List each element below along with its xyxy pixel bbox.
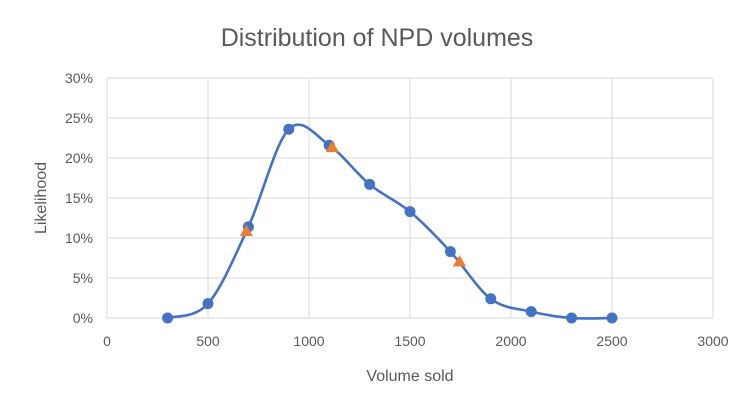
series-1 bbox=[239, 140, 467, 267]
chart-title: Distribution of NPD volumes bbox=[221, 24, 534, 52]
triangle-marker bbox=[325, 140, 339, 153]
triangle-marker bbox=[239, 224, 254, 237]
gridlines bbox=[106, 77, 714, 319]
series-0 bbox=[162, 123, 618, 324]
y-tick-label: 10% bbox=[65, 230, 93, 246]
y-tick-label: 30% bbox=[65, 70, 93, 86]
series-layer bbox=[162, 123, 618, 324]
x-tick-label: 2000 bbox=[495, 333, 526, 349]
y-tick-label: 0% bbox=[73, 310, 93, 326]
circle-marker bbox=[485, 293, 497, 305]
y-axis-title: Likelihood bbox=[33, 162, 50, 234]
x-tick-label: 3000 bbox=[697, 333, 728, 349]
y-tick-label: 15% bbox=[65, 190, 93, 206]
circle-marker bbox=[202, 298, 214, 310]
circle-marker bbox=[566, 312, 578, 324]
x-axis-title: Volume sold bbox=[366, 368, 453, 385]
series-line bbox=[167, 123, 613, 320]
triangle-marker bbox=[452, 255, 467, 267]
circle-marker bbox=[283, 123, 295, 135]
y-tick-label: 5% bbox=[73, 270, 93, 286]
x-tick-label: 1000 bbox=[293, 333, 324, 349]
x-tick-label: 1500 bbox=[394, 333, 425, 349]
x-tick-label: 500 bbox=[196, 333, 220, 349]
circle-marker bbox=[364, 178, 376, 190]
x-tick-label: 2500 bbox=[596, 333, 627, 349]
circle-marker bbox=[606, 312, 618, 324]
circle-marker bbox=[404, 206, 416, 218]
circle-marker bbox=[162, 312, 174, 324]
y-tick-label: 25% bbox=[65, 110, 93, 126]
tick-labels: 0% 5% 10% 15% 20% 25% 30% 0 500 1000 1500 2000 2500 3… bbox=[65, 70, 729, 349]
circle-marker bbox=[525, 306, 537, 318]
x-tick-label: 0 bbox=[103, 333, 111, 349]
y-tick-label: 20% bbox=[65, 150, 93, 166]
circle-marker bbox=[444, 246, 456, 258]
